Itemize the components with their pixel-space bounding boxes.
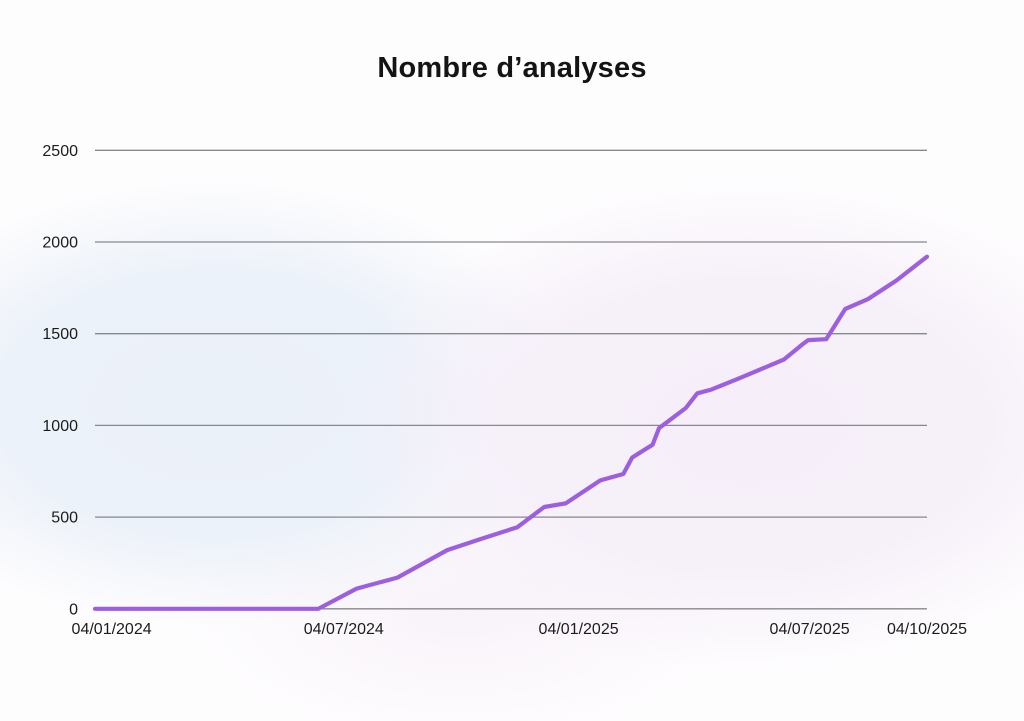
y-axis-tick-label: 1500: [42, 326, 78, 343]
x-axis-tick-label: 04/07/2025: [770, 621, 850, 638]
chart-title: Nombre d’analyses: [377, 52, 647, 84]
data-series-line: [92, 254, 930, 611]
y-axis-tick-label: 2000: [42, 235, 78, 252]
x-axis-tick-label: 04/07/2024: [304, 621, 384, 638]
y-axis-tick-label: 1000: [42, 418, 78, 435]
y-axis-tick-label: 500: [51, 510, 78, 527]
y-axis-tick-label: 0: [69, 601, 78, 618]
x-axis-tick-label: 04/01/2024: [72, 621, 152, 638]
x-axis-tick-label: 04/01/2025: [539, 621, 619, 638]
x-axis-tick-label: 04/10/2025: [887, 621, 967, 638]
y-axis-tick-label: 2500: [42, 143, 78, 160]
